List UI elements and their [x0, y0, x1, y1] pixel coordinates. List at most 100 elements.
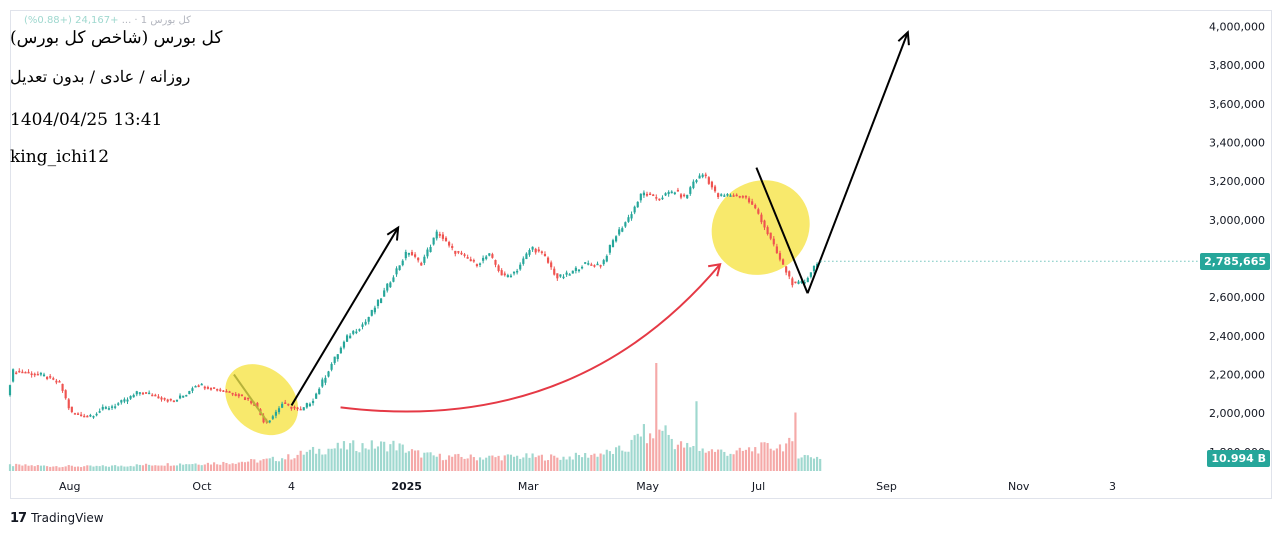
candle-body: [222, 390, 225, 392]
volume-bar: [367, 449, 370, 471]
highlight-ellipse: [225, 364, 299, 436]
symbol-legend[interactable]: کل بورس 1 · ... +24,167 (+0.88%): [18, 15, 191, 26]
candle-body: [281, 403, 284, 408]
candle-body: [720, 194, 723, 196]
volume-bar: [379, 441, 383, 471]
candle-body: [754, 204, 757, 209]
volume-bar: [478, 457, 482, 471]
volume-bar: [163, 465, 166, 471]
volume-bar: [686, 442, 689, 471]
volume-bar: [639, 436, 642, 471]
volume-bar: [797, 458, 800, 471]
candle-body: [806, 277, 809, 283]
candle-body: [775, 246, 778, 254]
volume-bar: [117, 466, 120, 471]
candle-body: [182, 395, 185, 398]
volume-bar: [61, 466, 64, 471]
candle-body: [410, 252, 414, 256]
candle-body: [339, 347, 342, 354]
candle-body: [89, 414, 92, 417]
volume-bar: [627, 451, 630, 471]
candle-body: [448, 242, 451, 246]
candle-body: [148, 392, 151, 395]
highlight-ellipses: [225, 180, 810, 436]
candle-body: [213, 387, 216, 389]
candle-body: [738, 196, 741, 198]
volume-bar: [290, 459, 293, 471]
candle-body: [132, 394, 135, 398]
volume-bar: [42, 465, 46, 471]
y-tick-label: 3,400,000: [1209, 136, 1265, 149]
volume-bar: [593, 453, 596, 471]
candle-body: [553, 268, 556, 275]
volume-bar: [370, 440, 373, 471]
volume-bar: [287, 454, 290, 471]
candle-body: [803, 282, 806, 284]
volume-bar: [138, 464, 141, 471]
candle-body: [194, 385, 197, 388]
volume-bar: [166, 463, 169, 471]
candle-body: [151, 394, 154, 397]
candle-body: [686, 194, 689, 199]
candle-body: [717, 193, 720, 197]
candle-body: [209, 387, 213, 390]
volume-bar: [562, 456, 565, 471]
volume-bar: [519, 458, 522, 471]
volume-bar: [809, 457, 812, 471]
volume-bar: [512, 456, 516, 471]
candle-body: [110, 406, 114, 408]
volume-bar: [729, 453, 732, 471]
volume-bar: [321, 454, 324, 471]
volume-bar: [197, 464, 200, 471]
volume-bar: [463, 458, 466, 471]
candle-body: [710, 181, 714, 188]
volume-bar: [689, 447, 692, 471]
candle-body: [778, 253, 782, 260]
candle-body: [512, 271, 516, 274]
candle-body: [401, 260, 404, 266]
volume-bar: [460, 456, 463, 471]
volume-bar: [475, 460, 479, 471]
volume-bar: [284, 459, 287, 471]
candle-body: [785, 266, 788, 273]
volume-bar: [345, 449, 349, 471]
tradingview-logo[interactable]: 17 TradingView: [10, 509, 104, 527]
volume-bar: [110, 465, 114, 471]
candle-body: [615, 236, 618, 242]
volume-bar: [281, 458, 284, 471]
volume-bar: [692, 446, 695, 471]
volume-bar: [636, 433, 639, 471]
curved-arrow-head: [707, 263, 722, 277]
volume-bar: [389, 444, 392, 471]
x-tick-label: 2025: [391, 480, 422, 493]
volume-bar: [482, 459, 485, 471]
candle-body: [420, 262, 423, 266]
candle-body: [342, 341, 346, 348]
volume-bar: [649, 433, 652, 471]
volume-bar: [151, 465, 154, 471]
volume-bar: [568, 456, 571, 471]
volume-bar: [80, 467, 83, 471]
candle-body: [287, 403, 290, 406]
volume-bar: [191, 464, 194, 471]
volume-bar: [52, 466, 55, 471]
candle-body: [454, 250, 457, 254]
candle-body: [590, 264, 593, 266]
candle-body: [299, 408, 302, 411]
volume-bar: [426, 452, 429, 471]
volume-bar: [781, 451, 785, 471]
volume-bar: [178, 463, 182, 471]
volume-bar: [806, 455, 809, 471]
candle-body: [73, 413, 77, 415]
volume-series: [8, 363, 822, 471]
candle-body: [584, 262, 587, 264]
x-tick-label: Nov: [1008, 480, 1030, 493]
volume-bar: [778, 444, 782, 471]
candle-body: [262, 415, 265, 423]
volume-bar: [707, 451, 710, 471]
volume-bar: [401, 444, 404, 471]
candle-body: [658, 198, 661, 201]
candle-body: [781, 259, 785, 265]
